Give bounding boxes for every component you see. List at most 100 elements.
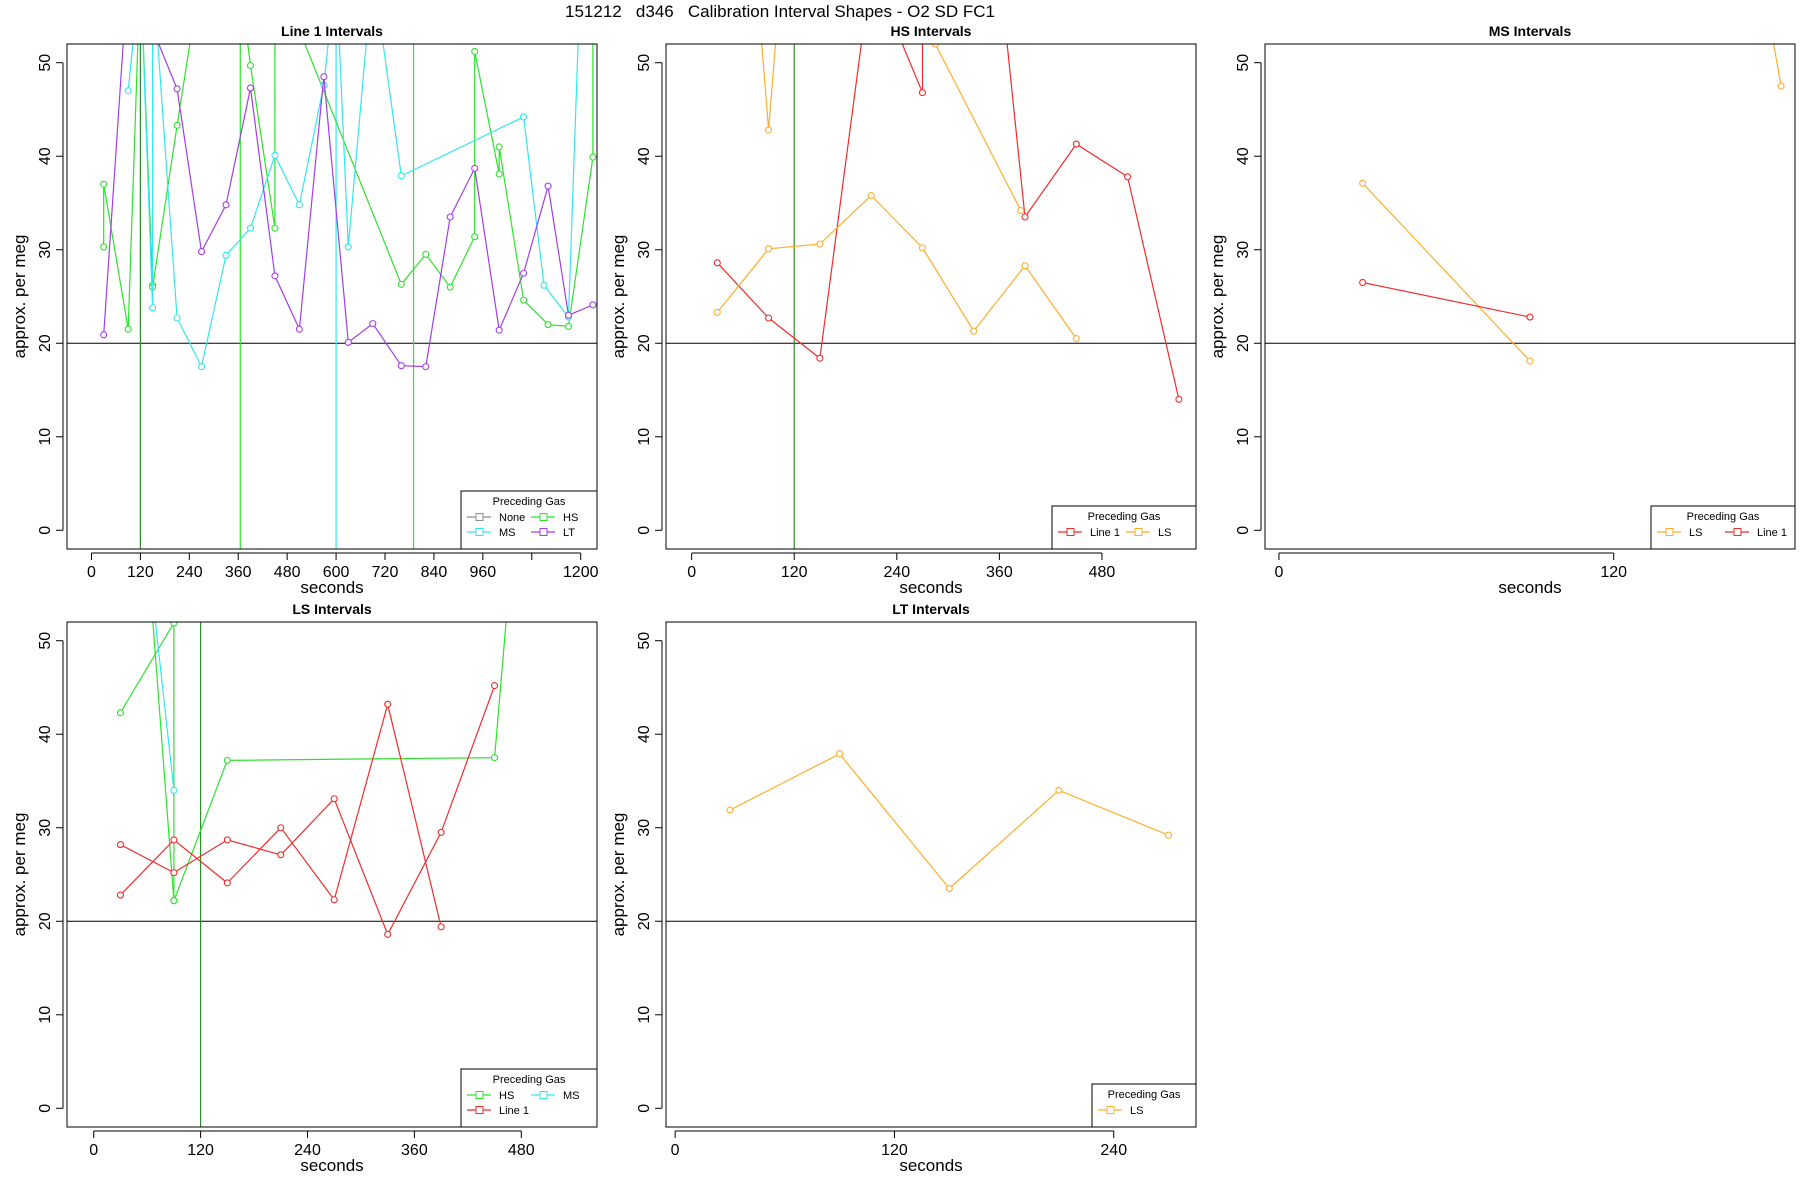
data-point [1526,357,1534,365]
y-tick-label: 30 [37,241,54,259]
y-tick-label: 20 [1235,334,1252,352]
series-hs [598,623,604,629]
data-point [726,806,734,814]
legend-swatch-square [475,528,484,536]
y-tick-label: 0 [636,1104,653,1113]
y-tick-label: 40 [37,147,54,165]
y-axis-label: approx. per meg [1208,235,1227,359]
data-point [713,308,721,316]
data-point [471,233,479,241]
series-ls [1359,179,1534,365]
legend-label: HS [563,512,578,524]
data-point [330,896,338,904]
data-point [491,682,499,690]
data-point [223,836,231,844]
y-tick-label: 40 [1235,147,1252,165]
legend-swatch-square [1665,528,1674,536]
data-point [491,754,499,762]
x-tick-label: 240 [883,564,910,581]
legend-box [1650,505,1796,550]
y-tick-label: 40 [636,147,653,165]
data-point [170,897,178,905]
series-line [716,194,1077,339]
series-line [729,753,1169,890]
panel-5: LT Intervals 0 120 240 seconds 0 10 20 30 40 50 app… [609,601,1197,1175]
data-point [836,750,844,758]
legend-title: Preceding Gas [1088,511,1161,523]
plot-frame [665,621,1197,1128]
data-point [344,243,352,251]
y-tick-label: 30 [636,241,653,259]
panel-title: HS Intervals [891,23,972,39]
data-point [397,362,405,370]
x-tick-label: 0 [671,1142,680,1159]
y-tick-label: 30 [636,819,653,837]
data-point [598,623,604,629]
data-point [564,322,573,330]
data-point [295,325,303,333]
y-tick-label: 10 [636,1006,653,1024]
series-line [120,685,496,936]
y-tick-label: 20 [636,912,653,930]
x-tick-label: 0 [89,1142,98,1159]
legend-entry: HS [531,512,578,524]
x-tick-label: 480 [274,564,301,581]
y-tick-label: 50 [1235,54,1252,72]
series-ls [1773,44,1785,90]
series-ms [154,622,178,794]
data-point [320,73,328,81]
data-point [246,224,255,232]
y-tick-label: 10 [37,1006,54,1024]
data-point [1777,82,1785,90]
plot-frame [1264,43,1796,550]
legend-swatch-square [1134,528,1143,536]
plot-area [666,750,1196,922]
legend-entry: None [467,512,525,524]
legend-entry: LS [1657,527,1702,539]
data-point [520,113,528,121]
data-point [246,61,255,70]
data-point [173,121,181,129]
data-point [170,622,178,627]
plot-frame [665,43,1197,550]
x-tick-label: 960 [469,564,496,581]
plot-frame [66,621,598,1128]
legend-swatch-square [1733,528,1742,536]
series-line-1 [116,682,499,938]
legend-label: Line 1 [499,1105,529,1117]
x-tick-label: 720 [372,564,399,581]
legend-box [1051,505,1197,550]
panel-title: LS Intervals [292,601,372,617]
plot-area [1265,44,1795,365]
series-hs [116,622,507,905]
legend-label: LS [1689,527,1702,539]
y-tick-label: 0 [37,526,54,535]
x-axis-label: seconds [300,1156,363,1175]
y-tick-label: 30 [1235,241,1252,259]
x-tick-label: 360 [986,564,1013,581]
data-point [222,201,230,209]
data-point [271,224,279,232]
x-tick-label: 360 [225,564,252,581]
data-point [437,828,445,836]
data-point [1072,140,1080,148]
data-point [970,327,978,335]
series-line-1 [713,44,1183,403]
data-point [173,85,181,93]
data-point [471,47,479,56]
x-tick-label: 840 [421,564,448,581]
y-axis-label: approx. per meg [609,235,628,359]
y-tick-label: 10 [636,428,653,446]
data-point [223,756,231,764]
data-point [816,240,824,248]
y-tick-label: 50 [636,632,653,650]
data-point [1072,335,1080,343]
legend-swatch-square [1066,528,1075,536]
data-point [589,301,597,309]
legend-label: None [499,512,525,524]
legend-box [1091,1083,1197,1128]
series-line [1362,281,1531,318]
data-point [124,325,132,333]
series-ms [124,44,579,371]
